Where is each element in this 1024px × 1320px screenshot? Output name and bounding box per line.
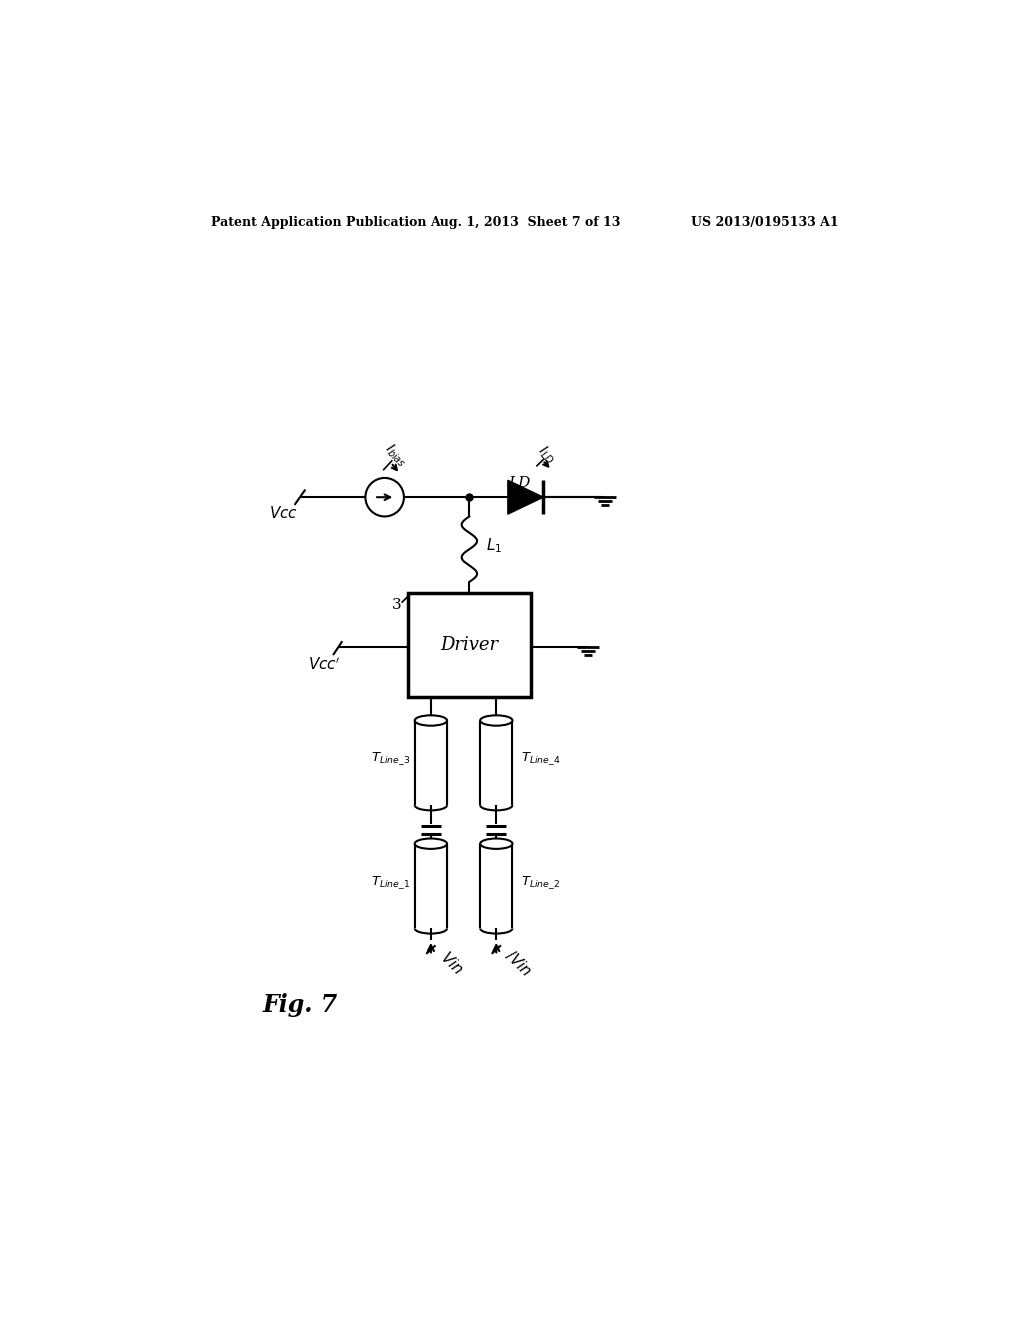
Text: 3: 3	[391, 598, 401, 612]
Polygon shape	[508, 480, 544, 515]
Text: $I_{bias}$: $I_{bias}$	[381, 440, 411, 470]
Text: $T_{Line\_2}$: $T_{Line\_2}$	[521, 874, 560, 891]
Text: $T_{Line\_1}$: $T_{Line\_1}$	[372, 874, 411, 891]
Bar	[415, 843, 447, 928]
Text: $Vin$: $Vin$	[437, 949, 466, 978]
Text: $T_{Line\_4}$: $T_{Line\_4}$	[521, 751, 561, 767]
Circle shape	[366, 478, 403, 516]
Bar	[415, 721, 447, 805]
Text: $T_{Line\_3}$: $T_{Line\_3}$	[372, 751, 411, 767]
Text: LD: LD	[508, 477, 530, 490]
Text: $I_{LD}$: $I_{LD}$	[534, 442, 559, 467]
Text: $Vcc'$: $Vcc'$	[308, 656, 341, 673]
Text: Aug. 1, 2013  Sheet 7 of 13: Aug. 1, 2013 Sheet 7 of 13	[430, 215, 620, 228]
Text: $L_1$: $L_1$	[486, 536, 503, 554]
Ellipse shape	[415, 715, 447, 726]
Text: $Vcc$: $Vcc$	[268, 504, 298, 520]
Bar	[408, 594, 531, 697]
Bar	[480, 721, 512, 805]
Text: Patent Application Publication: Patent Application Publication	[211, 215, 427, 228]
Bar	[480, 843, 512, 928]
Text: $/Vin$: $/Vin$	[503, 946, 536, 979]
Ellipse shape	[480, 715, 512, 726]
Text: Driver: Driver	[440, 636, 499, 655]
Text: US 2013/0195133 A1: US 2013/0195133 A1	[690, 215, 839, 228]
Text: Fig. 7: Fig. 7	[262, 994, 338, 1018]
Ellipse shape	[480, 838, 512, 849]
Ellipse shape	[415, 838, 447, 849]
